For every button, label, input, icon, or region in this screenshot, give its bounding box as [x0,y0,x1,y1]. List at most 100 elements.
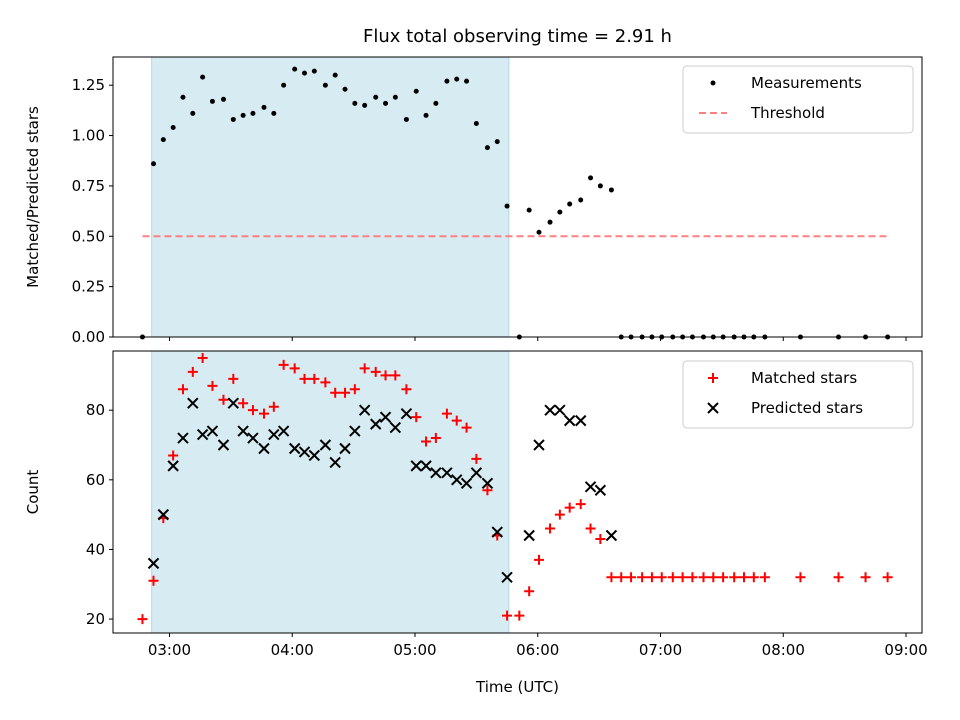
series-measurements [139,66,891,340]
data-point [322,82,328,88]
data-point [718,572,729,583]
data-point [860,572,871,583]
data-point [151,161,157,167]
data-point [358,404,371,416]
y-tick-label: 0.25 [72,278,105,296]
data-point [190,110,196,116]
y-tick-label: 1.25 [72,76,105,94]
data-point [258,408,269,419]
data-point [451,415,462,426]
data-point [533,439,545,451]
data-point [332,72,338,78]
y-tick-label: 1.00 [72,127,105,145]
data-point [278,359,289,370]
data-point [137,614,148,625]
data-point [588,175,594,181]
y-axis-label: Matched/Predicted stars [24,106,42,288]
data-point [708,572,719,583]
data-point [271,110,277,116]
data-point [330,387,341,398]
data-point [578,197,584,203]
data-point [319,439,332,451]
data-point [230,116,236,122]
data-point [160,137,166,143]
top-panel: 0.00 0.25 0.50 0.75 1.00 1.25 Matched/Predicte… [24,26,923,346]
y-tick-label: 20 [86,610,105,628]
data-point [471,453,482,464]
data-point [616,572,627,583]
series-matched-stars [137,352,893,625]
data-point [441,408,452,419]
legend-label: Threshold [750,104,825,122]
data-point [207,380,218,391]
data-point [390,370,401,381]
x-tick-label: 07:00 [639,641,682,659]
data-point [187,397,199,409]
data-point [340,387,351,398]
data-point [170,125,176,131]
legend-box [682,65,914,134]
observing-interval-band [151,351,509,633]
data-point [882,572,893,583]
data-point [667,572,678,583]
data-point [373,94,379,100]
data-point [451,474,463,486]
data-point [220,96,226,102]
x-tick-label: 05:00 [393,641,436,659]
data-point [536,229,542,235]
data-point [748,572,759,583]
data-point [595,534,606,544]
data-point [342,86,348,92]
data-point [403,116,409,122]
data-point [177,384,188,395]
data-point [299,373,310,384]
data-point [470,467,483,479]
data-point [261,104,267,110]
legend-marker [707,402,719,414]
data-point [157,508,170,521]
y-tick-label: 0.50 [72,227,105,245]
data-point [563,414,576,427]
y-tick-label: 40 [86,540,105,558]
data-point [411,412,422,423]
data-point [277,425,290,437]
data-point [482,485,493,496]
series-predicted-stars [147,397,618,584]
legend-label: Matched stars [751,369,857,387]
data-point [352,100,358,106]
data-point [533,554,544,565]
data-point [370,418,382,430]
y-tick-label: 0.75 [72,177,105,195]
data-point [597,183,603,189]
data-point [605,529,618,542]
data-point [504,203,510,209]
data-point [329,456,341,469]
data-point [177,432,189,444]
data-point [228,373,239,384]
data-point [370,366,381,377]
x-tick-label: 04:00 [271,641,314,659]
data-point [309,373,320,384]
data-point [545,523,556,534]
data-point [606,572,617,583]
data-point [217,439,230,451]
data-point [585,523,596,534]
x-tick-label: 03:00 [148,641,191,659]
legend-marker [710,80,716,86]
data-point [444,78,450,84]
data-point [209,98,215,104]
data-point [320,377,331,388]
x-tick-label: 09:00 [884,641,927,659]
data-point [481,477,494,490]
data-point [594,484,607,496]
data-point [148,575,159,586]
data-point [608,187,614,193]
data-point [187,366,198,377]
axes-frame [112,350,923,634]
data-point [218,394,229,405]
data-point [484,145,490,151]
data-point [626,572,637,583]
data-point [461,422,472,433]
bottom-panel: 20 40 60 80 03:00 04:00 05:00 06:00 07:00 08:00 09… [24,350,928,696]
